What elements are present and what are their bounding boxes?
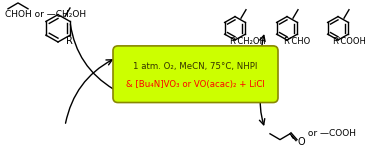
- Text: R’CHO: R’CHO: [283, 37, 310, 46]
- Text: R: R: [66, 36, 73, 46]
- FancyBboxPatch shape: [113, 46, 278, 102]
- Text: & [Bu₄N]VO₃ or VO(acac)₂ + LiCl: & [Bu₄N]VO₃ or VO(acac)₂ + LiCl: [126, 80, 265, 89]
- Text: R’COOH: R’COOH: [332, 37, 366, 46]
- Text: O: O: [297, 137, 305, 147]
- Text: R’CH₂OH: R’CH₂OH: [229, 37, 266, 46]
- Text: 1 atm. O₂, MeCN, 75°C, NHPI: 1 atm. O₂, MeCN, 75°C, NHPI: [133, 62, 258, 71]
- Text: CHOH or —CH₂OH: CHOH or —CH₂OH: [5, 10, 86, 19]
- Text: or —COOH: or —COOH: [305, 129, 356, 138]
